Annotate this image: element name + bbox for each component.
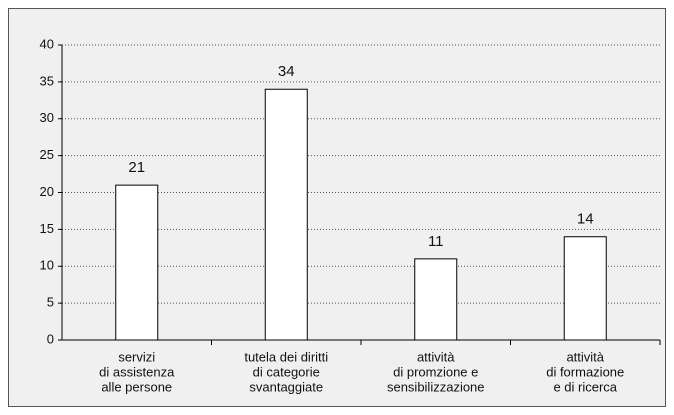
value-label: 34 bbox=[278, 63, 295, 80]
value-label: 21 bbox=[128, 159, 145, 176]
y-tick-label: 5 bbox=[47, 295, 54, 310]
y-tick-label: 0 bbox=[47, 331, 54, 346]
y-tick-label: 25 bbox=[40, 147, 54, 162]
y-tick-label: 40 bbox=[40, 36, 54, 51]
x-tick-label: attività bbox=[417, 349, 455, 364]
x-tick-label: attività bbox=[566, 349, 604, 364]
x-tick-label: sensibilizzazione bbox=[387, 379, 485, 394]
x-tick-label: di formazione bbox=[546, 364, 624, 379]
y-tick-label: 10 bbox=[40, 258, 54, 273]
value-label: 11 bbox=[428, 233, 444, 250]
x-tick-label: di categorie bbox=[253, 364, 320, 379]
bar bbox=[414, 258, 458, 341]
y-tick-label: 30 bbox=[40, 110, 54, 125]
bar bbox=[115, 184, 159, 341]
x-tick-label: alle persone bbox=[101, 379, 172, 394]
chart-frame bbox=[8, 8, 666, 407]
x-tick-label: di promzione e bbox=[393, 364, 478, 379]
x-tick-label: servizi bbox=[118, 349, 155, 364]
value-label: 14 bbox=[577, 211, 594, 228]
x-tick-label: di assistenza bbox=[99, 364, 175, 379]
x-tick-label: svantaggiate bbox=[249, 379, 323, 394]
bar bbox=[563, 236, 607, 341]
x-tick-label: e di ricerca bbox=[553, 379, 617, 394]
y-tick-label: 15 bbox=[40, 221, 54, 236]
y-tick-label: 35 bbox=[40, 73, 54, 88]
x-tick-label: tutela dei diritti bbox=[244, 349, 328, 364]
y-tick-label: 20 bbox=[40, 184, 54, 199]
bar bbox=[264, 88, 308, 341]
